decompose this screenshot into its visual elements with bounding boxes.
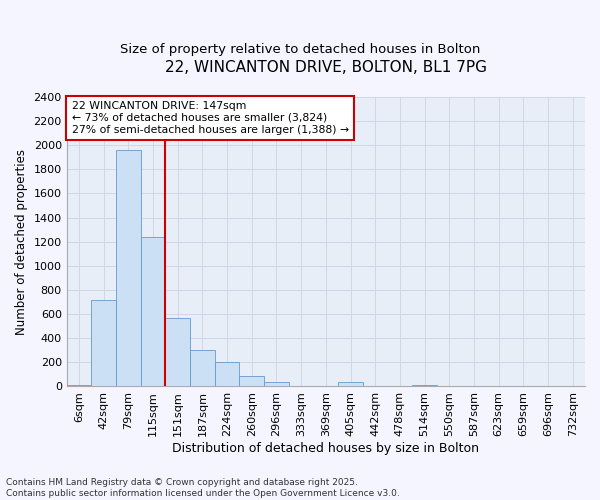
Bar: [116, 150, 141, 386]
Text: Size of property relative to detached houses in Bolton: Size of property relative to detached ho…: [120, 42, 480, 56]
X-axis label: Distribution of detached houses by size in Bolton: Distribution of detached houses by size …: [172, 442, 479, 455]
Bar: [264, 382, 289, 386]
Title: 22, WINCANTON DRIVE, BOLTON, BL1 7PG: 22, WINCANTON DRIVE, BOLTON, BL1 7PG: [165, 60, 487, 75]
Bar: [166, 318, 190, 386]
Y-axis label: Number of detached properties: Number of detached properties: [15, 148, 28, 334]
Bar: [215, 362, 239, 386]
Bar: [91, 300, 116, 386]
Bar: [338, 382, 363, 386]
Text: 22 WINCANTON DRIVE: 147sqm
← 73% of detached houses are smaller (3,824)
27% of s: 22 WINCANTON DRIVE: 147sqm ← 73% of deta…: [72, 102, 349, 134]
Bar: [141, 237, 166, 386]
Bar: [239, 376, 264, 386]
Text: Contains HM Land Registry data © Crown copyright and database right 2025.
Contai: Contains HM Land Registry data © Crown c…: [6, 478, 400, 498]
Bar: [190, 350, 215, 386]
